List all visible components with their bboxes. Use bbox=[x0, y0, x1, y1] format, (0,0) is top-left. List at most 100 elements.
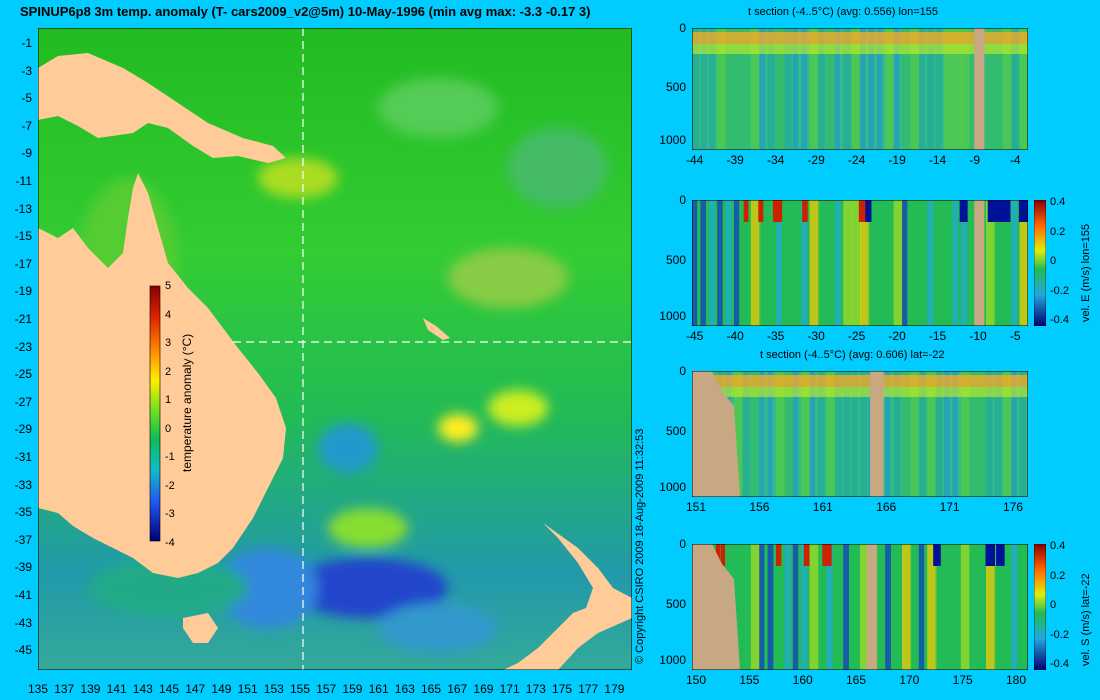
map-x-tick: 165 bbox=[421, 682, 442, 696]
colorbar-tick: -3 bbox=[165, 508, 175, 520]
map-x-tick: 151 bbox=[237, 682, 258, 696]
panel-1-x-tick: -39 bbox=[726, 153, 744, 167]
map-y-tick: -7 bbox=[21, 118, 32, 133]
map-x-tick: 149 bbox=[211, 682, 232, 696]
copyright-text: © Copyright CSIRO 2009 18-Aug-2009 11:32… bbox=[634, 428, 646, 664]
panel-4-y-tick: 1000 bbox=[659, 653, 686, 667]
panel-3-title: t section (-4..5°C) (avg: 0.606) lat=-22 bbox=[760, 349, 945, 361]
map-x-tick: 155 bbox=[290, 682, 311, 696]
map-y-tick: -45 bbox=[14, 643, 32, 658]
map-x-tick: 145 bbox=[159, 682, 180, 696]
map-y-tick: -33 bbox=[14, 477, 32, 492]
panel-2-y-tick: 1000 bbox=[659, 309, 686, 323]
panel-3-x-tick: 176 bbox=[1002, 500, 1023, 514]
panel-1-title: t section (-4..5°C) (avg: 0.556) lon=155 bbox=[748, 6, 938, 18]
map-x-tick: 171 bbox=[499, 682, 520, 696]
panel-3-x-tick: 171 bbox=[939, 500, 960, 514]
panel-3-y-tick: 0 bbox=[679, 364, 686, 378]
colorbar-tick: 1 bbox=[165, 394, 172, 406]
panel-4-x-tick: 150 bbox=[686, 673, 707, 687]
section-panel-3 bbox=[692, 371, 1028, 497]
panel-3-x-tick: 156 bbox=[749, 500, 770, 514]
australia-land bbox=[38, 173, 286, 578]
panel-4-x-tick: 165 bbox=[846, 673, 867, 687]
panel-2-colorbar-tick: 0 bbox=[1050, 255, 1057, 267]
panel-2-x-tick: -20 bbox=[888, 329, 906, 343]
map-y-tick: -1 bbox=[21, 36, 32, 50]
map-y-tick: -31 bbox=[14, 450, 32, 464]
panel-2-colorbar-tick: -0.2 bbox=[1050, 284, 1069, 297]
panel-1-x-tick: -24 bbox=[847, 153, 866, 167]
panel-1-x-tick: -14 bbox=[928, 153, 947, 167]
map-x-tick: 139 bbox=[80, 682, 101, 696]
panel-4-x-tick: 175 bbox=[952, 673, 973, 687]
panel-2-colorbar bbox=[1034, 200, 1046, 326]
anomaly-blobs bbox=[78, 78, 608, 653]
panel-2-x-tick: -5 bbox=[1009, 329, 1021, 343]
panel-2-colorbar-tick: -0.4 bbox=[1050, 314, 1069, 326]
panel-2-y-tick: 0 bbox=[679, 193, 686, 207]
section-panel-2 bbox=[692, 200, 1028, 326]
map-y-tick: -25 bbox=[14, 367, 32, 382]
map-x-tick: 135 bbox=[28, 682, 49, 696]
panel-4-colorbar-tick: 0.2 bbox=[1050, 569, 1066, 582]
map-x-tick: 143 bbox=[132, 682, 153, 696]
panel-2-x-tick: -10 bbox=[969, 329, 987, 343]
panel-2-colorbar-tick: 0.4 bbox=[1050, 196, 1066, 208]
section-panel-1 bbox=[692, 28, 1028, 150]
map-y-tick: -19 bbox=[14, 284, 32, 299]
map-y-tick: -39 bbox=[14, 560, 32, 575]
map-colorbar bbox=[149, 285, 161, 542]
map-x-tick: 157 bbox=[316, 682, 337, 696]
map-x-tick: 159 bbox=[342, 682, 363, 696]
map-y-tick: -43 bbox=[14, 615, 32, 630]
tasmania-land bbox=[183, 613, 218, 643]
panel-2-y-tick: 500 bbox=[665, 253, 686, 268]
colorbar-tick: 5 bbox=[165, 280, 172, 292]
map-y-tick: -21 bbox=[14, 312, 32, 326]
colorbar-tick: -2 bbox=[165, 479, 175, 492]
panel-3-x-tick: 166 bbox=[876, 500, 897, 514]
map-y-tick: -11 bbox=[15, 174, 32, 188]
panel-2-x-tick: -40 bbox=[726, 329, 744, 343]
panel-2-x-tick: -45 bbox=[686, 329, 704, 343]
map-x-tick: 167 bbox=[447, 682, 468, 696]
panel-2-x-tick: -30 bbox=[807, 329, 825, 343]
section-panel-4 bbox=[692, 544, 1028, 670]
map-y-tick: -35 bbox=[14, 505, 32, 520]
panel-4-y-tick: 500 bbox=[665, 597, 686, 612]
map-x-tick: 169 bbox=[473, 682, 494, 696]
panel-4-colorbar-label: vel. S (m/s) lat=-22 bbox=[1080, 573, 1092, 666]
map-x-tick: 141 bbox=[106, 682, 127, 696]
map-x-tick: 163 bbox=[394, 682, 415, 696]
map-y-tick: -29 bbox=[14, 422, 32, 437]
map-x-tick: 147 bbox=[185, 682, 206, 696]
new-zealand-land bbox=[503, 523, 632, 670]
panel-3-x-tick: 151 bbox=[686, 500, 707, 514]
colorbar-tick: -4 bbox=[165, 536, 175, 549]
figure-title: SPINUP6p8 3m temp. anomaly (T- cars2009_… bbox=[20, 4, 591, 19]
map-y-tick: -27 bbox=[14, 394, 32, 409]
panel-1-y-tick: 1000 bbox=[659, 133, 686, 147]
map-x-tick: 175 bbox=[552, 682, 573, 696]
map-y-tick: -15 bbox=[14, 229, 32, 244]
map-y-tick: -17 bbox=[14, 256, 32, 271]
new-guinea-land bbox=[38, 53, 286, 163]
map-y-tick: -3 bbox=[21, 63, 32, 78]
colorbar-tick: 4 bbox=[165, 308, 172, 321]
panel-3-y-tick: 1000 bbox=[659, 480, 686, 494]
panel-1-x-tick: -29 bbox=[807, 153, 825, 167]
panel-4-x-tick: 155 bbox=[739, 673, 760, 687]
panel-4-x-tick: 170 bbox=[899, 673, 920, 687]
panel-4-x-tick: 160 bbox=[792, 673, 813, 687]
panel-1-x-tick: -34 bbox=[766, 153, 785, 167]
panel-2-x-tick: -15 bbox=[928, 329, 947, 343]
map-x-tick: 177 bbox=[578, 682, 599, 696]
map-y-tick: -41 bbox=[14, 588, 32, 602]
map-x-tick: 179 bbox=[604, 682, 625, 696]
panel-4-colorbar-tick: -0.4 bbox=[1050, 658, 1069, 670]
panel-1-x-tick: -19 bbox=[888, 153, 906, 167]
panel-1-y-tick: 0 bbox=[679, 21, 686, 35]
colorbar-tick: 3 bbox=[165, 337, 172, 349]
map-x-tick: 173 bbox=[525, 682, 546, 696]
